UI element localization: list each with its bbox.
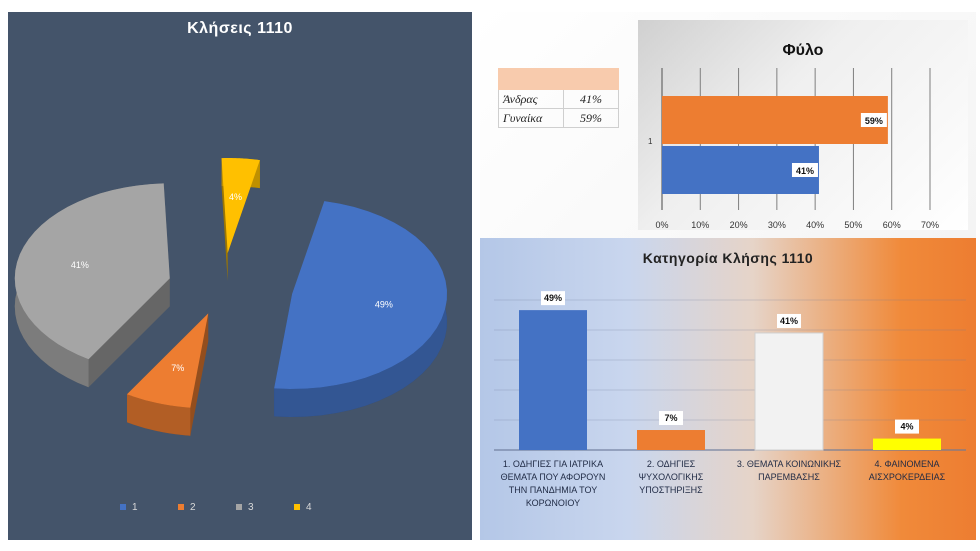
gender-chart-title: Φύλο xyxy=(782,42,824,59)
pie-slice-top xyxy=(14,183,170,360)
legend-label: 3 xyxy=(248,502,254,513)
pie-chart-title: Κλήσεις 1110 xyxy=(187,20,293,37)
x-tick-label: 60% xyxy=(883,220,901,230)
x-tick-label: 40% xyxy=(806,220,824,230)
gender-label-female: Γυναίκα xyxy=(498,108,564,128)
legend-item: 4 xyxy=(294,502,312,513)
pie-chart-panel: Κλήσεις 1110 4% 41% 7% 49% 1 2 3 4 xyxy=(8,12,472,540)
legend-swatch xyxy=(178,504,184,511)
legend-item: 3 xyxy=(236,502,254,513)
data-label: 41% xyxy=(780,316,798,326)
data-label-bg xyxy=(777,313,801,328)
x-tick-label: 0% xyxy=(655,220,668,230)
data-label: 41% xyxy=(796,166,814,176)
pie-data-label: 41% xyxy=(71,260,89,270)
data-label: 59% xyxy=(865,116,883,126)
x-tick-label: 50% xyxy=(844,220,862,230)
table-row: Άνδρας 41% xyxy=(498,89,619,109)
data-label-bg xyxy=(895,419,919,434)
legend-label: 2 xyxy=(190,502,196,513)
gender-panel: Άνδρας 41% Γυναίκα 59% Φύλο 0% 10% 20% 30% 4… xyxy=(480,12,976,238)
pie-slice xyxy=(274,201,447,418)
gender-chart-box: Φύλο 0% 10% 20% 30% 40% 50% 60% 70% 1 59% 41% xyxy=(638,20,968,230)
data-label: 4% xyxy=(900,422,913,432)
category-chart-title: Κατηγορία Κλήσης 1110 xyxy=(642,250,814,266)
legend-label: 1 xyxy=(132,502,138,513)
y-tick-label: 1 xyxy=(648,137,653,146)
gender-value-female: 59% xyxy=(563,108,619,128)
pie-slice-rim xyxy=(127,394,191,436)
x-tick-label: 2. ΟΔΗΓΙΕΣ ΨΥΧΟΛΟΓΙΚΗΣ ΥΠΟΣΤΗΡΙΞΗΣ xyxy=(638,459,704,495)
x-tick-label: 1. ΟΔΗΓΙΕΣ ΓΙΑ ΙΑΤΡΙΚΑ ΘΕΜΑΤΑ ΠΟΥ ΑΦΟΡΟΥ… xyxy=(500,459,606,508)
bar xyxy=(873,438,941,450)
gender-bar-chart: 0% 10% 20% 30% 40% 50% 60% 70% 1 59% 41% xyxy=(648,68,939,230)
x-tick-label: 20% xyxy=(730,220,748,230)
legend-swatch xyxy=(120,504,126,511)
pie-slice xyxy=(127,313,209,436)
legend-swatch xyxy=(294,504,300,511)
pie-slice-top xyxy=(274,201,447,390)
bar xyxy=(754,332,824,451)
data-label: 49% xyxy=(544,293,562,303)
pie-slice-top xyxy=(127,313,209,408)
x-tick-label: 4. ΦΑΙΝΟΜΕΝΑ ΑΙΣΧΡΟΚΕΡΔΕΙΑΣ xyxy=(868,459,946,482)
pie-slice xyxy=(221,158,260,282)
data-label-bg xyxy=(860,113,887,127)
x-tick-label: 10% xyxy=(691,220,709,230)
x-tick-label: 30% xyxy=(768,220,786,230)
pie-data-label: 49% xyxy=(375,299,393,309)
pie-chart: 4% 41% 7% 49% xyxy=(14,158,447,436)
legend-item: 1 xyxy=(120,502,138,513)
gender-table: Άνδρας 41% Γυναίκα 59% xyxy=(498,68,619,128)
data-label-bg xyxy=(659,411,683,426)
data-label: 7% xyxy=(664,413,677,423)
category-panel: Κατηγορία Κλήσης 1110 49% 7% 41% 4% 1. ΟΔΗΓ… xyxy=(480,238,976,540)
table-row: Γυναίκα 59% xyxy=(498,108,619,128)
legend-label: 4 xyxy=(306,502,312,513)
legend-item: 2 xyxy=(178,502,196,513)
pie-data-label: 7% xyxy=(171,363,184,373)
gender-table-header xyxy=(498,68,619,90)
x-tick-label: 3. ΘΕΜΑΤΑ ΚΟΙΝΩΝΙΚΗΣ ΠΑΡΕΜΒΑΣΗΣ xyxy=(736,459,842,482)
data-label-bg xyxy=(541,291,565,306)
pie-data-label: 4% xyxy=(229,192,242,202)
data-label-bg xyxy=(791,163,818,177)
gender-value-male: 41% xyxy=(563,89,619,109)
category-bar-chart: 49% 7% 41% 4% xyxy=(494,291,966,451)
bar xyxy=(637,430,705,450)
pie-slice xyxy=(14,183,170,388)
legend-swatch xyxy=(236,504,242,511)
gender-label-male: Άνδρας xyxy=(498,89,564,109)
x-tick-label: 70% xyxy=(921,220,939,230)
bar xyxy=(519,310,587,450)
bar xyxy=(662,96,888,144)
pie-slice-top xyxy=(221,158,260,254)
